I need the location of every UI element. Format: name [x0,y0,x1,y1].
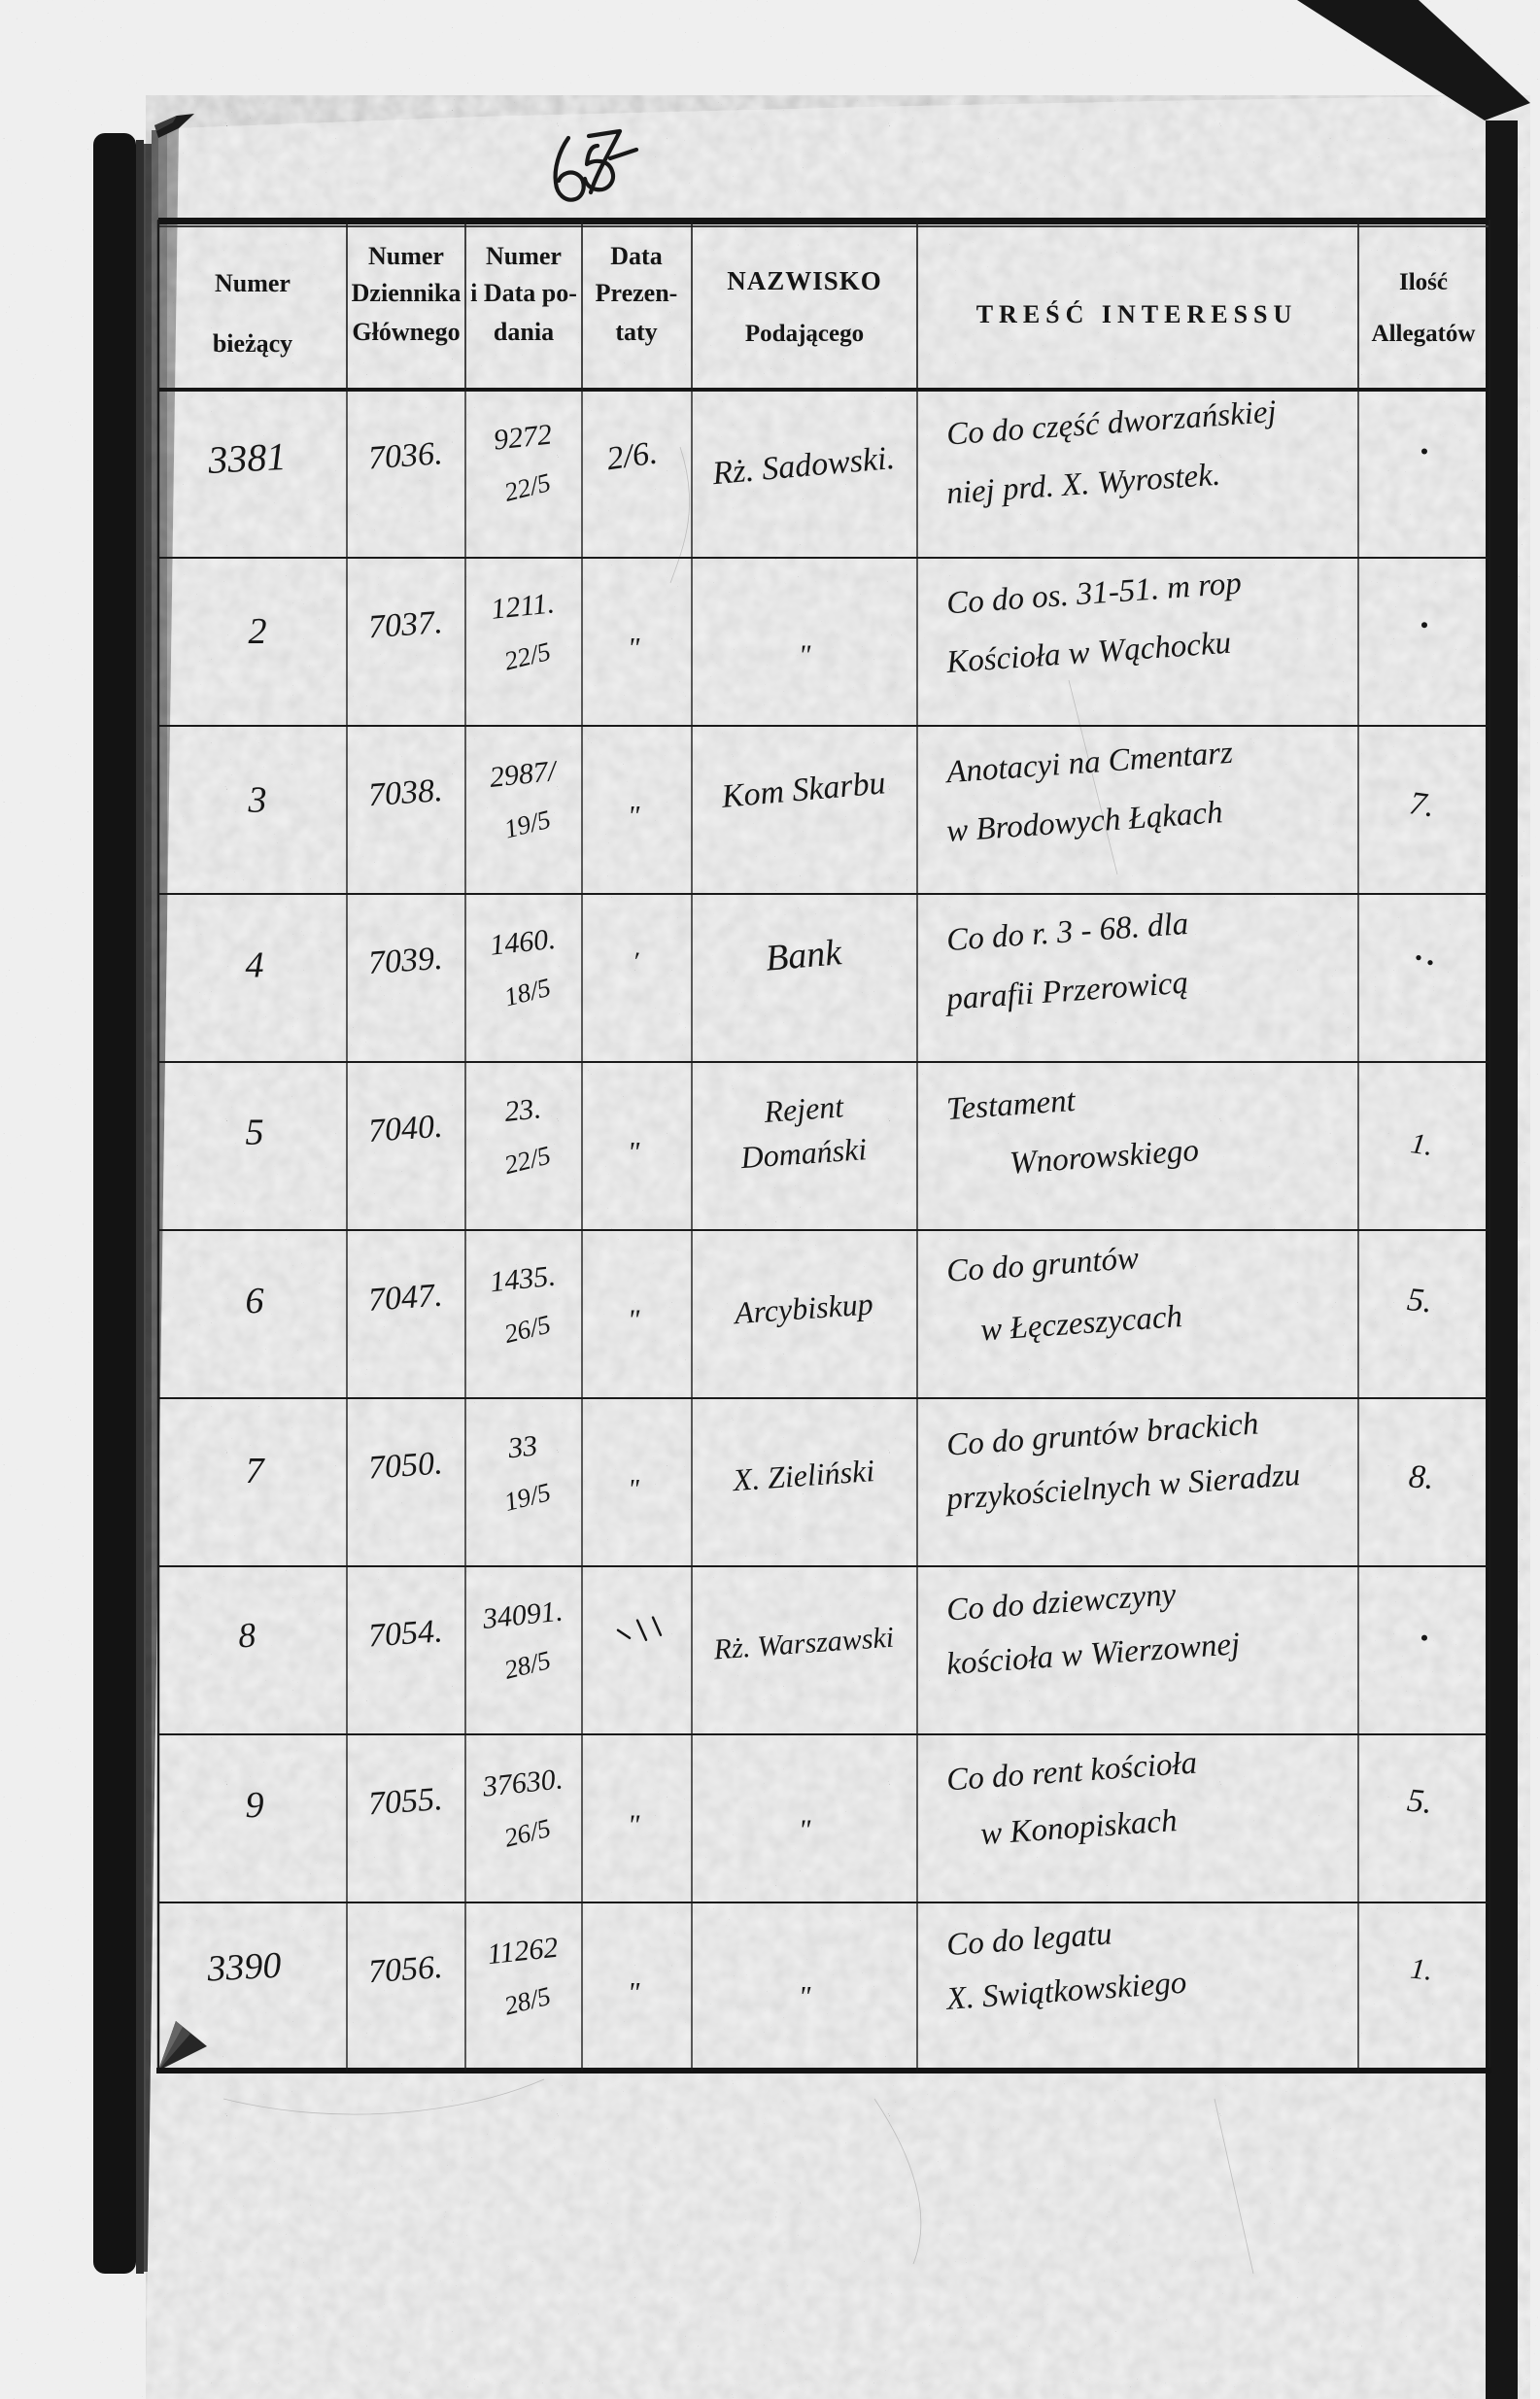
svg-text:7050.: 7050. [367,1445,444,1486]
svg-text:Bank: Bank [764,932,844,979]
svg-text:2: 2 [249,611,267,652]
svg-text:4: 4 [246,945,264,986]
svg-text:": " [628,1136,640,1168]
svg-text:33: 33 [505,1429,538,1464]
svg-text:bieżący: bieżący [213,329,292,358]
svg-text:": " [628,1809,640,1841]
svg-text:": " [628,801,640,833]
svg-text:Głównego: Głównego [352,318,460,346]
svg-text:Numer: Numer [215,269,291,297]
svg-text:7056.: 7056. [367,1949,444,1990]
svg-text:": " [628,633,640,665]
svg-text:7054.: 7054. [367,1613,444,1654]
svg-text:": " [799,1981,811,2013]
svg-text:Dziennika: Dziennika [352,279,462,307]
svg-text:9272: 9272 [492,419,553,457]
svg-text:7039.: 7039. [367,941,444,981]
svg-text:23.: 23. [503,1092,543,1128]
svg-text:Numer: Numer [368,242,444,270]
svg-text:8: 8 [237,1615,257,1655]
svg-text:taty: taty [615,318,657,346]
svg-text:7036.: 7036. [367,435,444,476]
svg-text:Podającego: Podającego [745,321,864,347]
svg-text:2/6.: 2/6. [604,434,660,477]
svg-text:": " [628,1475,639,1505]
svg-text:3: 3 [248,780,267,821]
svg-text:Prezen-: Prezen- [596,279,678,307]
svg-text:Allegatów: Allegatów [1372,321,1476,347]
svg-text:i Data po-: i Data po- [470,279,577,307]
svg-text:NAZWISKO: NAZWISKO [727,266,882,295]
svg-text:5.: 5. [1405,1282,1433,1319]
svg-text:": " [799,1814,811,1846]
svg-text:7.: 7. [1407,785,1436,824]
svg-text:": " [628,1977,640,2009]
svg-text:7: 7 [246,1451,266,1491]
svg-text:1.: 1. [1409,1953,1434,1987]
svg-text:": " [628,1304,640,1336]
svg-text:8.: 8. [1408,1458,1435,1496]
svg-text:6: 6 [246,1281,264,1321]
svg-text:Rejent: Rejent [762,1088,845,1129]
svg-text:Data: Data [610,242,662,270]
svg-text:dania: dania [494,318,554,346]
svg-text:3381: 3381 [206,434,287,482]
svg-text:Numer: Numer [486,242,562,270]
svg-text:5: 5 [246,1112,264,1152]
svg-text:Ilość: Ilość [1399,269,1448,295]
svg-text:7040.: 7040. [367,1109,444,1149]
svg-text:1.: 1. [1409,1127,1435,1162]
svg-text:1435.: 1435. [489,1260,558,1299]
svg-text:TREŚĆ INTERESSU: TREŚĆ INTERESSU [976,300,1298,328]
svg-text:1211.: 1211. [490,587,556,626]
svg-text:7047.: 7047. [367,1278,444,1319]
svg-text:5.: 5. [1405,1783,1433,1821]
svg-text:": " [799,639,811,671]
svg-text:9: 9 [246,1785,264,1826]
svg-text:7037.: 7037. [367,604,444,645]
svg-text:1460.: 1460. [489,923,558,962]
svg-text:7038.: 7038. [367,772,444,813]
svg-text:7055.: 7055. [367,1781,444,1822]
svg-text:3390: 3390 [205,1945,282,1990]
